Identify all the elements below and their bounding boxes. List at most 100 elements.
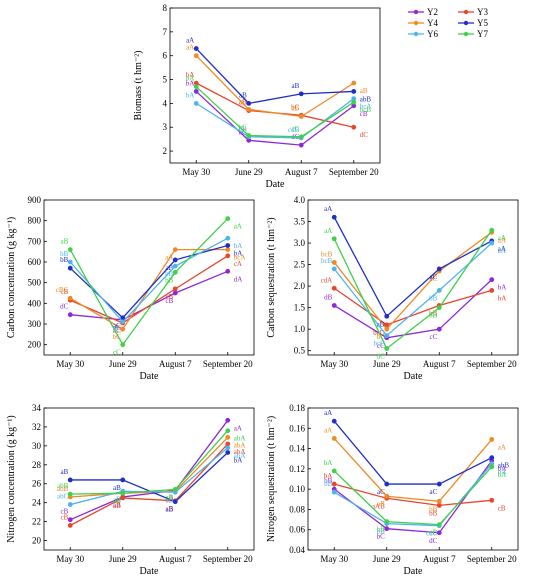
series-line xyxy=(333,231,493,331)
significance-label: aA xyxy=(498,234,506,242)
significance-label: bA xyxy=(324,472,333,480)
significance-label: bA xyxy=(234,242,243,250)
series-Y2: dB cC cC bA xyxy=(324,277,506,350)
legend-marker xyxy=(463,9,469,15)
y-tick-label: 0.08 xyxy=(289,504,305,514)
legend-label: Y5 xyxy=(477,18,488,28)
data-point xyxy=(172,263,178,269)
x-tick-label: August 7 xyxy=(423,554,456,564)
data-point xyxy=(225,235,231,241)
data-point xyxy=(489,277,495,283)
series-line xyxy=(69,237,229,323)
significance-label: cB xyxy=(165,293,173,301)
y-tick-label: 900 xyxy=(28,195,42,205)
y-tick-label: 22 xyxy=(32,517,41,527)
significance-label: aC xyxy=(113,324,121,332)
data-point xyxy=(436,502,442,508)
significance-label: aB xyxy=(165,506,173,514)
significance-label: aA xyxy=(234,223,242,231)
significance-label: bcA xyxy=(360,103,372,111)
y-tick-label: 7 xyxy=(163,27,168,37)
x-tick-label: August 7 xyxy=(159,554,192,564)
data-point xyxy=(67,312,73,318)
significance-label: aB xyxy=(113,484,121,492)
series-Y4: abB aB aB abA xyxy=(57,434,245,505)
y-axis-label: Biomass (t hm⁻²) xyxy=(133,51,144,121)
data-point xyxy=(436,481,442,487)
significance-label: aA xyxy=(498,443,506,451)
significance-label: abB xyxy=(57,482,69,490)
x-tick-label: June 29 xyxy=(109,554,137,564)
significance-label: cB xyxy=(429,529,437,537)
significance-label: aB xyxy=(377,500,385,508)
significance-label: dB xyxy=(324,293,333,301)
series-Y5: aA aC aC abB xyxy=(324,409,509,496)
legend-marker xyxy=(463,20,469,26)
data-point xyxy=(193,89,199,94)
significance-label: abA xyxy=(234,435,246,443)
x-tick-label: June 29 xyxy=(235,167,263,177)
data-point xyxy=(172,269,178,275)
significance-label: bcB xyxy=(321,250,333,258)
data-point xyxy=(225,253,231,259)
plot-frame xyxy=(307,199,519,356)
x-axis-label: Date xyxy=(404,566,423,577)
data-point xyxy=(351,103,357,109)
series-line xyxy=(333,279,493,339)
data-point xyxy=(436,498,442,504)
series-line xyxy=(69,255,229,324)
data-point xyxy=(436,305,442,311)
y-tick-label: 200 xyxy=(28,340,42,350)
panel-biomass: 2 3 4 5 6 7 8 May 30 June 29 August 7 September 20… xyxy=(133,3,488,190)
y-tick-label: 32 xyxy=(32,422,41,432)
significance-label: bB xyxy=(291,105,300,113)
y-axis-label: Carbon concentration (g kg⁻¹) xyxy=(6,217,17,338)
x-tick-label: August 7 xyxy=(285,167,318,177)
y-tick-label: 300 xyxy=(28,319,42,329)
significance-label: bA xyxy=(498,284,507,292)
y-tick-label: 0.16 xyxy=(289,423,305,433)
data-point xyxy=(246,106,252,112)
significance-label: aB xyxy=(165,264,173,272)
data-point xyxy=(246,100,252,106)
data-point xyxy=(298,134,304,140)
series-Y3: cB aC cB cA xyxy=(60,253,242,335)
panel-carbon-sequestration: 0.5 1.0 1.5 2.0 2.5 3.0 3.5 4.0 May 30 June 29 Aug… xyxy=(266,195,519,382)
significance-label: aA xyxy=(165,254,173,262)
significance-label: aA xyxy=(498,236,506,244)
data-point xyxy=(331,285,337,291)
significance-label: bA xyxy=(186,79,195,87)
x-tick-label: August 7 xyxy=(159,359,192,369)
significance-label: bA xyxy=(234,249,243,257)
significance-label: cB xyxy=(60,288,68,296)
significance-label: aA xyxy=(498,245,506,253)
data-point xyxy=(384,313,390,319)
series-Y4: aA aC bB aB xyxy=(186,44,368,119)
data-point xyxy=(120,315,126,321)
series-line xyxy=(195,82,354,128)
data-point xyxy=(351,80,357,86)
significance-label: cB xyxy=(60,513,68,521)
series-Y3: bA aB bC dC xyxy=(186,71,369,139)
data-point xyxy=(436,326,442,332)
data-point xyxy=(331,236,337,242)
significance-label: bA xyxy=(498,465,507,473)
data-point xyxy=(225,417,231,423)
data-point xyxy=(225,428,231,434)
y-tick-label: 30 xyxy=(32,441,42,451)
plot-frame xyxy=(43,407,255,551)
y-tick-label: 24 xyxy=(32,498,42,508)
x-tick-label: May 30 xyxy=(320,359,348,369)
series-line xyxy=(69,218,229,346)
series-Y2: dC aC cB dA xyxy=(60,268,242,332)
series-Y6: bB aC bB bA xyxy=(60,235,243,334)
significance-label: bcB xyxy=(321,257,333,265)
significance-label: bA xyxy=(498,471,507,479)
y-tick-label: 2.0 xyxy=(294,281,306,291)
series-Y6: bcB bcC bB aA xyxy=(321,240,506,348)
data-point xyxy=(298,114,304,119)
significance-label: bA xyxy=(498,294,507,302)
significance-label: aA xyxy=(324,409,332,417)
